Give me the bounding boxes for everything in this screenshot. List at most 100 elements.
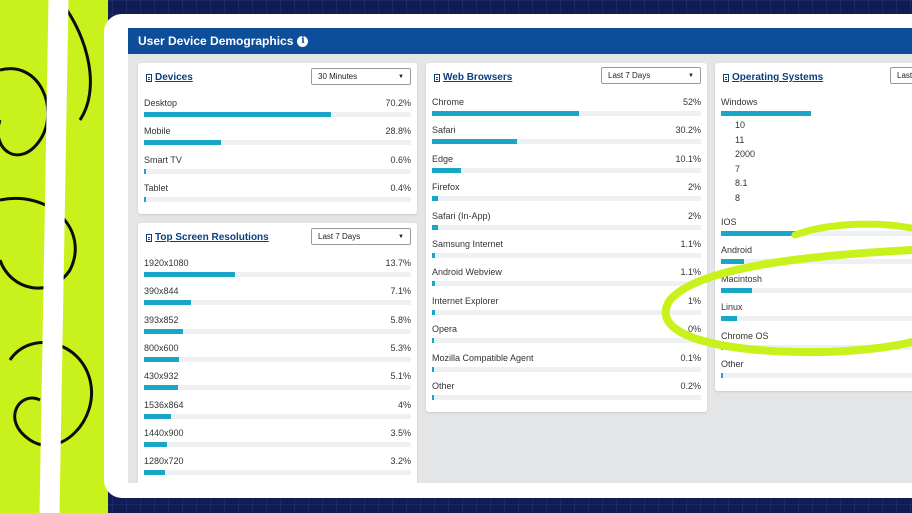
os-row[interactable]: Linux [721, 302, 912, 330]
browser-value: 0% [687, 324, 701, 335]
os-bar-track [721, 316, 912, 322]
browser-bar [432, 139, 518, 145]
device-bar [144, 140, 221, 146]
browser-bar [432, 111, 579, 116]
dashboard-title: User Device Demographics [138, 34, 294, 48]
browser-label: Internet Explorer [432, 295, 499, 306]
devices-period-select[interactable]: 30 Minutes ▼ [311, 68, 411, 85]
resolutions-title[interactable]: Top Screen Resolutions [146, 232, 269, 243]
device-row[interactable]: Smart TV 0.6% [144, 155, 411, 183]
os-row[interactable]: IOS [721, 217, 912, 245]
browser-row[interactable]: Safari (In-App) 2% [432, 211, 701, 239]
resolution-row[interactable]: 393x852 5.8% [144, 315, 411, 343]
os-bar [721, 259, 745, 265]
browser-row[interactable]: Opera 0% [432, 324, 701, 352]
device-bar [144, 196, 146, 202]
browser-bar [432, 196, 438, 202]
device-row[interactable]: Desktop 70.2% [144, 98, 411, 126]
resolution-bar-track [144, 470, 411, 476]
browser-row[interactable]: Edge 10.1% [432, 154, 701, 182]
browser-label: Opera [432, 324, 458, 335]
resolutions-title-text: Top Screen Resolutions [155, 232, 269, 243]
browser-row[interactable]: Samsung Internet 1.1% [432, 239, 701, 267]
browser-value: 2% [687, 210, 701, 221]
resolution-row[interactable]: 430x932 5.1% [144, 371, 411, 399]
resolution-value: 7.1% [390, 286, 411, 297]
browser-bar-track [432, 395, 701, 400]
os-title[interactable]: Operating Systems [723, 72, 823, 83]
resolution-bar [144, 385, 179, 391]
browser-bar-track [432, 253, 701, 258]
browser-value: 1.1% [680, 267, 701, 278]
resolution-row[interactable]: 800x600 5.3% [144, 343, 411, 371]
resolution-row[interactable]: 390x844 7.1% [144, 286, 411, 314]
devices-period-value: 30 Minutes [318, 72, 358, 81]
browser-label: Samsung Internet [432, 239, 504, 249]
browser-value: 52% [682, 97, 701, 107]
devices-title[interactable]: Devices [146, 72, 193, 83]
browser-row[interactable]: Mozilla Compatible Agent 0.1% [432, 353, 701, 381]
resolution-row[interactable]: 1440x900 3.5% [144, 428, 411, 456]
browser-value: 0.2% [680, 381, 701, 391]
browser-label: Android Webview [432, 267, 502, 278]
browsers-period-select[interactable]: Last 7 Days ▼ [601, 67, 701, 84]
browser-row[interactable]: Chrome 52% [432, 97, 701, 125]
os-label: Windows [721, 97, 758, 107]
browser-bar [432, 366, 434, 372]
browser-value: 1% [687, 295, 701, 306]
browsers-period-value: Last 7 Days [608, 71, 651, 80]
os-windows-version[interactable]: 8.1 [735, 178, 748, 189]
os-row-windows[interactable]: Windows [721, 97, 912, 125]
browsers-title[interactable]: Web Browsers [434, 72, 512, 83]
browser-bar-track [432, 224, 701, 230]
resolution-value: 3.2% [390, 456, 411, 467]
resolution-value: 5.8% [390, 314, 411, 325]
os-row[interactable]: Chrome OS [721, 331, 912, 359]
os-row[interactable]: Android [721, 245, 912, 273]
browser-label: Other [432, 381, 455, 391]
browser-row[interactable]: Firefox 2% [432, 182, 701, 210]
browser-value: 0.1% [680, 352, 701, 363]
os-label: Linux [721, 302, 743, 313]
document-icon [723, 73, 729, 82]
resolution-row[interactable]: 1280x720 3.2% [144, 456, 411, 483]
dashboard-panel: User Device Demographics i Devices 30 Mi… [128, 28, 912, 483]
resolution-row[interactable]: 1536x864 4% [144, 400, 411, 428]
os-bar [721, 111, 811, 116]
device-row[interactable]: Tablet 0.4% [144, 183, 411, 211]
os-label: Chrome OS [721, 330, 769, 341]
os-card: Operating Systems Last 7 Days ▼ Windows … [715, 63, 912, 391]
browser-bar-track [432, 366, 701, 372]
info-icon[interactable]: i [297, 35, 309, 47]
browser-bar [432, 224, 438, 230]
os-row[interactable]: Other [721, 359, 912, 387]
os-windows-version[interactable]: 2000 [735, 149, 756, 160]
browser-row[interactable]: Android Webview 1.1% [432, 267, 701, 295]
os-windows-version[interactable]: 7 [735, 163, 741, 174]
browser-value: 10.1% [675, 153, 701, 164]
browser-bar [432, 253, 436, 258]
resolution-value: 4% [397, 399, 411, 410]
os-row[interactable]: Macintosh [721, 274, 912, 302]
browser-row[interactable]: Other 0.2% [432, 381, 701, 409]
resolution-bar [144, 328, 183, 334]
resolutions-period-select[interactable]: Last 7 Days ▼ [311, 228, 411, 245]
browser-bar [432, 338, 434, 344]
os-bar [721, 287, 753, 293]
browser-value: 1.1% [680, 239, 701, 249]
device-bar-track [144, 196, 411, 202]
os-windows-version[interactable]: 10 [735, 120, 746, 130]
resolution-label: 1280x720 [144, 456, 184, 467]
browser-bar-track [432, 167, 701, 173]
os-period-select[interactable]: Last 7 Days ▼ [890, 67, 912, 84]
browser-row[interactable]: Safari 30.2% [432, 125, 701, 153]
browser-bar [432, 281, 436, 287]
browser-bar-track [432, 281, 701, 287]
os-windows-version[interactable]: 8 [735, 193, 741, 203]
device-row[interactable]: Mobile 28.8% [144, 126, 411, 154]
os-windows-version[interactable]: 11 [735, 134, 745, 145]
resolution-row[interactable]: 1920x1080 13.7% [144, 258, 411, 286]
resolution-value: 5.3% [390, 342, 411, 353]
os-period-value: Last 7 Days [897, 71, 912, 80]
browser-row[interactable]: Internet Explorer 1% [432, 296, 701, 324]
